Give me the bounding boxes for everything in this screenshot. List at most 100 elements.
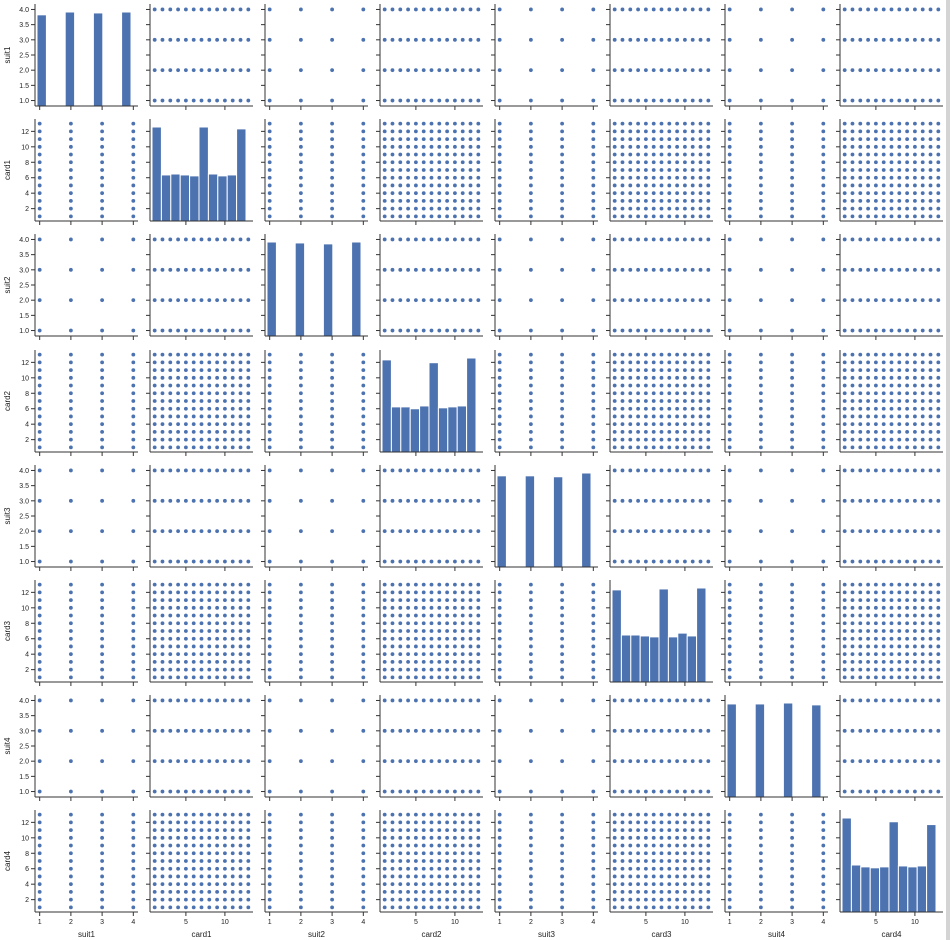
scatter-point — [207, 237, 212, 242]
scatter-point — [698, 183, 703, 188]
scatter-point — [758, 445, 763, 450]
scatter-point — [497, 37, 502, 42]
scatter-point — [790, 874, 795, 879]
y-tick-label: 10 — [21, 375, 29, 382]
scatter-point — [238, 859, 243, 863]
scatter-point — [191, 728, 196, 733]
scatter-point — [445, 590, 450, 595]
scatter-point — [131, 789, 136, 794]
scatter-point — [267, 897, 272, 902]
scatter-point — [468, 590, 473, 595]
scatter-point — [936, 368, 941, 372]
scatter-point — [620, 199, 625, 203]
scatter-point — [698, 789, 703, 794]
scatter-point — [850, 498, 855, 503]
scatter-point — [858, 590, 863, 595]
scatter-point — [651, 368, 656, 372]
scatter-point — [398, 590, 403, 595]
scatter-point — [476, 621, 481, 626]
scatter-point — [928, 160, 933, 165]
scatter-point — [643, 468, 648, 473]
scatter-point — [560, 37, 565, 42]
scatter-point — [382, 206, 387, 211]
scatter-point — [476, 68, 481, 73]
scatter-point — [445, 298, 450, 303]
scatter-point — [612, 812, 617, 817]
scatter-point — [790, 214, 795, 219]
scatter-point — [758, 129, 763, 134]
scatter-point — [230, 605, 235, 610]
scatter-point — [698, 137, 703, 141]
scatter-point — [928, 759, 933, 764]
x-tick-label: 5 — [644, 919, 648, 926]
scatter-point — [620, 144, 625, 149]
scatter-point — [445, 652, 450, 657]
scatter-point — [560, 437, 565, 442]
scatter-point — [382, 605, 387, 610]
scatter-point — [675, 905, 680, 910]
scatter-point — [453, 605, 457, 610]
scatter-point — [468, 698, 473, 703]
hist-bar-card4-0 — [841, 817, 852, 913]
x-tick-label: 5 — [874, 919, 878, 926]
scatter-point — [168, 328, 173, 333]
scatter-point — [207, 498, 212, 503]
scatter-point — [68, 820, 73, 825]
scatter-point — [683, 183, 687, 188]
scatter-point — [873, 498, 878, 503]
scatter-point — [858, 399, 863, 403]
scatter-point — [207, 37, 212, 42]
scatter-point — [176, 437, 180, 442]
scatter-point — [413, 874, 418, 879]
scatter-point — [842, 121, 847, 126]
scatter-point — [842, 675, 847, 680]
scatter-point — [881, 437, 886, 442]
scatter-point — [199, 759, 204, 764]
scatter-point — [667, 905, 672, 910]
scatter-point — [643, 820, 648, 825]
scatter-point — [176, 866, 180, 871]
scatter-point — [406, 828, 410, 832]
scatter-point — [821, 399, 826, 403]
scatter-point — [131, 168, 136, 172]
scatter-point — [199, 559, 204, 564]
scatter-point — [183, 621, 188, 626]
scatter-point — [628, 191, 633, 196]
scatter-point — [612, 414, 617, 419]
hist-bar-card3-9 — [696, 587, 707, 683]
scatter-point — [437, 559, 442, 564]
scatter-point — [230, 7, 235, 12]
scatter-point — [683, 698, 687, 703]
y-tick-label: 2 — [25, 437, 29, 444]
scatter-point — [920, 590, 925, 595]
scatter-point — [437, 206, 442, 211]
scatter-point — [390, 214, 395, 219]
scatter-point — [620, 430, 625, 434]
scatter-point — [183, 851, 188, 856]
scatter-point — [866, 414, 870, 419]
scatter-point — [497, 905, 502, 910]
scatter-point — [390, 874, 395, 879]
scatter-point — [476, 191, 481, 196]
scatter-point — [497, 191, 502, 196]
scatter-point — [183, 437, 188, 442]
panel-suit3-vs-suit2 — [261, 465, 368, 571]
scatter-point — [636, 812, 640, 817]
scatter-point — [706, 422, 711, 427]
scatter-point — [238, 383, 243, 388]
scatter-point — [920, 629, 925, 633]
scatter-point — [758, 613, 763, 618]
scatter-point — [238, 399, 243, 403]
scatter-point — [199, 820, 204, 825]
scatter-point — [330, 368, 335, 372]
scatter-point — [361, 660, 366, 664]
scatter-point — [850, 621, 855, 626]
hist-bar-card1-2 — [170, 173, 181, 222]
scatter-point — [821, 121, 826, 126]
scatter-point — [866, 406, 870, 411]
scatter-point — [361, 430, 366, 434]
scatter-point — [675, 728, 680, 733]
scatter-point — [667, 890, 672, 894]
scatter-point — [437, 214, 442, 219]
scatter-point — [920, 144, 925, 149]
